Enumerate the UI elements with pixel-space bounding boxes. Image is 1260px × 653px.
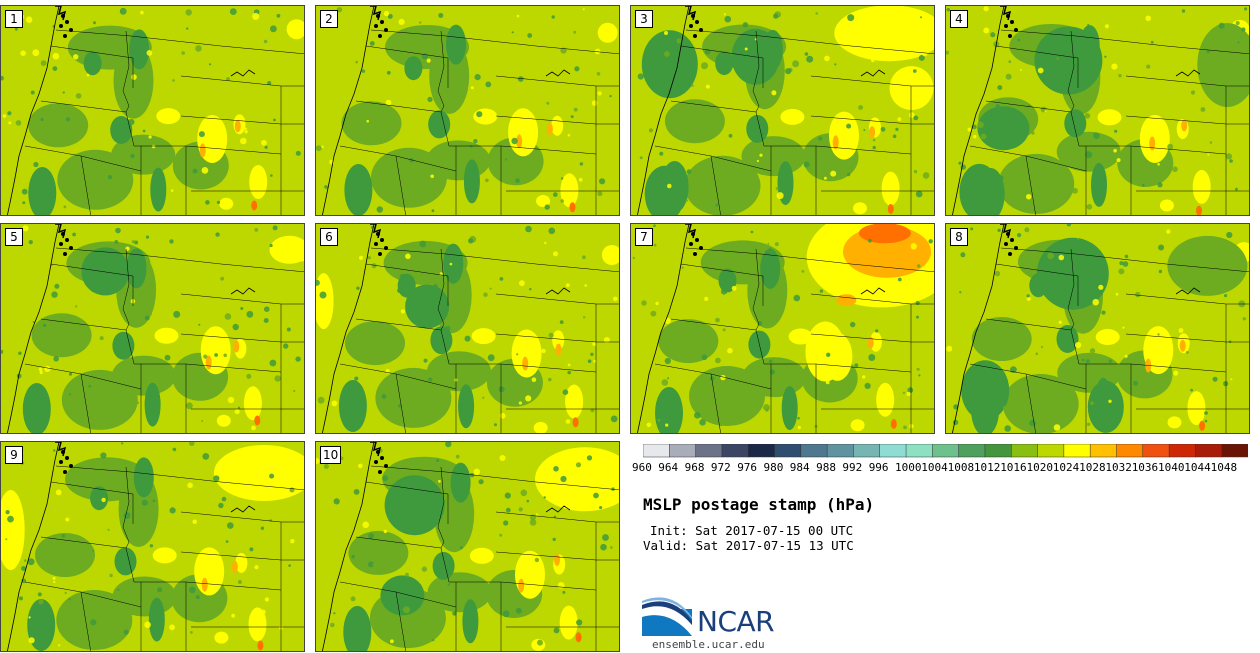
legend-tick-label: 1040	[1158, 461, 1185, 474]
logo-text: NCAR	[697, 605, 775, 638]
legend-swatch	[1116, 444, 1144, 458]
legend-tick-label: 960	[632, 461, 652, 474]
legend-tick-label: 980	[763, 461, 784, 474]
legend-tick-label: 1044	[1184, 461, 1211, 474]
legend-swatch	[958, 444, 986, 458]
legend-tick-label: 1024	[1052, 461, 1080, 474]
map-panel-4: 4	[945, 5, 1250, 216]
legend-swatch	[721, 444, 749, 458]
panel-number: 3	[635, 10, 653, 28]
panel-number: 4	[950, 10, 968, 28]
legend-swatch	[800, 444, 828, 458]
panel-number: 2	[320, 10, 338, 28]
site-url: ensemble.ucar.edu	[652, 638, 765, 651]
map-panel-1: 1	[0, 5, 305, 216]
legend-tick-label: 992	[842, 461, 863, 474]
map-panel-7: 7	[630, 223, 935, 434]
legend-tick-label: 976	[737, 461, 758, 474]
legend-swatch	[695, 444, 723, 458]
legend-swatch	[1168, 444, 1196, 458]
legend-tick-label: 1000	[895, 461, 922, 474]
map-panel-8: 8	[945, 223, 1250, 434]
legend-tick-label: 996	[868, 461, 889, 474]
legend-tick-label: 1032	[1105, 461, 1132, 474]
legend-swatch	[984, 444, 1012, 458]
legend-swatch	[1221, 444, 1248, 458]
legend-swatch	[853, 444, 881, 458]
legend-swatch	[774, 444, 802, 458]
legend-tick-label: 1012	[973, 461, 1001, 474]
legend-swatch	[1089, 444, 1118, 458]
valid-time: Valid: Sat 2017-07-15 13 UTC	[643, 538, 854, 553]
map-panel-10: 10	[315, 441, 620, 652]
map-panel-5: 5	[0, 223, 305, 434]
legend-swatch	[1195, 444, 1223, 458]
legend-swatch	[669, 444, 697, 458]
legend-tick-label: 972	[710, 461, 731, 474]
legend-tick-label: 1028	[1079, 461, 1106, 474]
panel-number: 8	[950, 228, 968, 246]
legend-tick-label: 1020	[1026, 461, 1054, 474]
chart-title: MSLP postage stamp (hPa)	[643, 495, 875, 514]
map-panel-9: 9	[0, 441, 305, 652]
legend-tick-label: 1004	[921, 461, 948, 474]
legend-tick-label: 1036	[1131, 461, 1159, 474]
legend-tick-label: 988	[816, 461, 836, 474]
panel-number: 10	[320, 446, 342, 464]
legend-tick-label: 968	[684, 461, 705, 474]
legend-swatch	[1063, 444, 1091, 458]
legend-swatch	[747, 444, 776, 458]
legend-tick-label: 964	[658, 461, 679, 474]
legend-swatch	[932, 444, 960, 458]
legend-swatch	[1011, 444, 1039, 458]
init-time: Init: Sat 2017-07-15 00 UTC	[650, 523, 854, 538]
legend-swatch	[1037, 444, 1065, 458]
legend-tick-label: 1016	[1000, 461, 1027, 474]
legend-swatch	[643, 444, 670, 458]
legend-swatch	[879, 444, 907, 458]
legend-tick-label: 1008	[947, 461, 975, 474]
legend-swatch	[1142, 444, 1170, 458]
ncar-logo-icon	[642, 597, 692, 636]
panel-number: 9	[5, 446, 23, 464]
panel-number: 6	[320, 228, 338, 246]
panel-number: 1	[5, 10, 23, 28]
panel-number: 5	[5, 228, 23, 246]
map-panel-6: 6	[315, 223, 620, 434]
map-panel-2: 2	[315, 5, 620, 216]
legend-swatch	[826, 444, 854, 458]
map-panel-3: 3	[630, 5, 935, 216]
legend-swatch	[905, 444, 933, 458]
legend-tick-label: 1048	[1210, 461, 1238, 474]
panel-number: 7	[635, 228, 653, 246]
legend-tick-label: 984	[789, 461, 810, 474]
color-legend	[643, 444, 1248, 458]
